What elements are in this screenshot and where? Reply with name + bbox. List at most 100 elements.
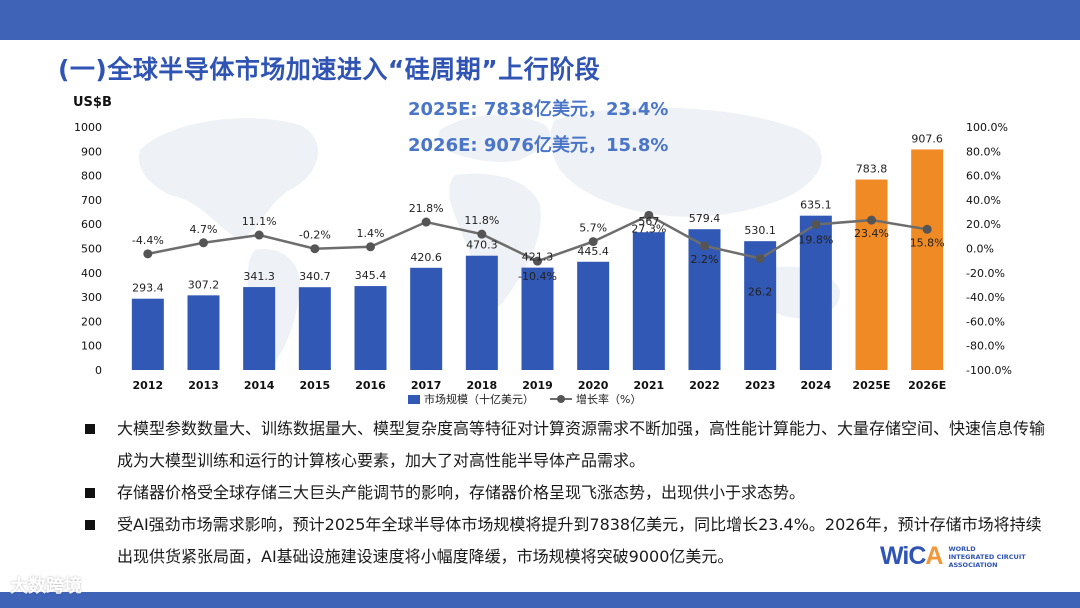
growth-value-label: 4.7% (190, 223, 218, 236)
y-left-tick-label: 800 (81, 170, 102, 183)
x-tick-label: 2016 (355, 379, 386, 392)
legend-line-label: 增长率（%） (576, 393, 642, 406)
bar-value-label: 579.4 (689, 212, 721, 225)
highlight-2026e: 2026E: 9076亿美元，15.8% (408, 135, 669, 156)
growth-value-label: 15.8% (910, 236, 945, 249)
growth-point-2025E (867, 215, 876, 225)
x-tick-label: 2014 (244, 379, 275, 392)
bar-value-label: 293.4 (132, 282, 164, 295)
x-tick-label: 2019 (522, 379, 553, 392)
growth-point-2019 (533, 256, 542, 266)
y-left-tick-label: 600 (81, 218, 102, 231)
bar-value-label: 445.4 (577, 245, 609, 258)
logo-mark-accent: A (925, 542, 943, 570)
logo-mark-main: WiC (880, 542, 926, 570)
bar-2015 (298, 287, 331, 370)
y-left-tick-label: 900 (81, 145, 102, 158)
growth-point-2023 (755, 253, 765, 263)
growth-point-2026E (922, 224, 932, 234)
growth-value-label: 26.2 (748, 285, 773, 298)
bar-2017 (410, 267, 443, 370)
growth-point-2014 (254, 230, 264, 240)
bar-value-label: 341.3 (243, 270, 275, 283)
y-right-tick-label: -60.0% (966, 315, 1005, 328)
bar-value-label: 470.3 (466, 239, 498, 252)
y-right-tick-label: 60.0% (966, 170, 1001, 183)
growth-value-label: 11.8% (464, 214, 499, 227)
bar-2021 (632, 232, 665, 370)
bar-2018 (465, 255, 498, 370)
y-left-tick-label: 700 (81, 194, 102, 207)
x-tick-label: 2017 (411, 379, 442, 392)
y-right-tick-label: 0.0% (966, 243, 994, 256)
chart-legend: 市场规模（十亿美元） 增长率（%） (408, 390, 641, 408)
logo-mark: WiCA (880, 542, 943, 571)
growth-point-2013 (199, 238, 208, 248)
growth-point-2012 (143, 249, 153, 259)
growth-point-2020 (588, 237, 598, 247)
growth-value-label: 2.2% (691, 253, 719, 266)
watermark: 大数跨境 (10, 576, 82, 597)
bar-value-label: 567 (638, 215, 659, 228)
bar-value-label: 635.1 (800, 199, 832, 212)
y-right-tick-label: 20.0% (966, 218, 1001, 231)
growth-point-2022 (700, 241, 709, 251)
growth-value-label: 5.7% (579, 222, 607, 235)
logo-text-line: INTEGRATED CIRCUIT (948, 552, 1026, 561)
logo-text-line: ASSOCIATION (948, 560, 998, 569)
highlight-2025e: 2025E: 7838亿美元，23.4% (408, 99, 669, 120)
bar-2025E (855, 179, 888, 370)
bottom-banner (0, 592, 1080, 608)
growth-value-label: 27.3% (631, 222, 666, 235)
bar-value-label: 783.8 (856, 163, 888, 176)
growth-value-label: -10.4% (518, 270, 557, 283)
y-left-tick-label: 400 (81, 267, 102, 280)
y-left-tick-label: 200 (81, 315, 102, 328)
legend-bar-label: 市场规模（十亿美元） (424, 393, 534, 406)
x-tick-label: 2025E (852, 379, 890, 392)
y-right-tick-label: 100.0% (966, 121, 1008, 134)
y-left-tick-label: 500 (81, 243, 102, 256)
growth-point-2017 (421, 217, 431, 227)
y-right-tick-label: -40.0% (966, 291, 1005, 304)
y-left-tick-label: 300 (81, 291, 102, 304)
y-left-tick-label: 0 (95, 364, 102, 377)
y-right-tick-label: -80.0% (966, 340, 1005, 353)
y-left-tick-label: 1000 (74, 121, 102, 134)
bullet-item: 存储器价格受全球存储三大巨头产能调节的影响，存储器价格呈现飞涨态势，出现供小于求… (85, 477, 1055, 509)
legend-line-swatch (550, 394, 572, 404)
y-right-tick-label: 40.0% (966, 194, 1001, 207)
wica-logo: WiCA WORLD INTEGRATED CIRCUIT ASSOCIATIO… (880, 542, 1026, 571)
bar-2022 (688, 229, 721, 370)
bar-2026E (911, 149, 944, 370)
x-tick-label: 2012 (133, 379, 164, 392)
bullet-item: 大模型参数数量大、训练数据量大、模型复杂度高等特征对计算资源需求不断加强，高性能… (85, 413, 1055, 477)
growth-value-label: 11.1% (242, 215, 277, 228)
bar-value-label: 345.4 (355, 269, 387, 282)
bar-value-label: 420.6 (410, 251, 442, 264)
left-axis-unit: US$B (73, 95, 112, 110)
y-right-tick-label: -100.0% (966, 364, 1012, 377)
x-tick-label: 2024 (801, 379, 832, 392)
x-tick-label: 2026E (908, 379, 946, 392)
growth-point-2016 (366, 242, 375, 252)
bar-value-label: 421.3 (522, 251, 554, 264)
bar-2020 (577, 261, 610, 370)
bullet-item: 受AI强劲市场需求影响，预计2025年全球半导体市场规模将提升到7838亿美元，… (85, 509, 1055, 573)
x-tick-label: 2020 (578, 379, 609, 392)
growth-value-label: 21.8% (409, 202, 444, 215)
x-tick-label: 2023 (745, 379, 776, 392)
x-tick-label: 2022 (689, 379, 720, 392)
growth-point-2018 (477, 229, 487, 239)
bar-value-label: 340.7 (299, 270, 331, 283)
logo-text: WORLD INTEGRATED CIRCUIT ASSOCIATION (948, 545, 1026, 569)
y-left-tick-label: 100 (81, 340, 102, 353)
y-right-tick-label: 80.0% (966, 145, 1001, 158)
top-banner (0, 0, 1080, 40)
growth-value-label: -4.4% (132, 234, 164, 247)
bar-value-label: 907.6 (911, 132, 943, 145)
growth-value-label: 23.4% (854, 227, 889, 240)
y-right-tick-label: -20.0% (966, 267, 1005, 280)
growth-point-2024 (811, 219, 821, 229)
